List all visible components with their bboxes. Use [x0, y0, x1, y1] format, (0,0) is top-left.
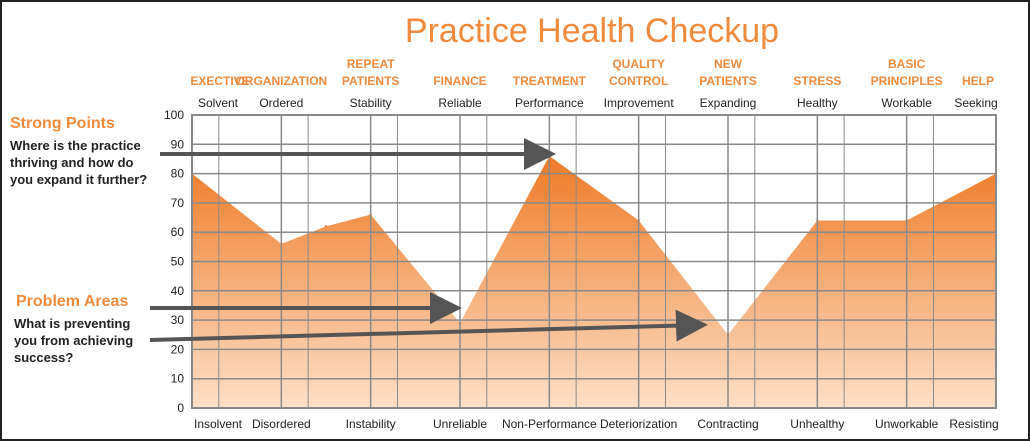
category-label: PATIENTS — [342, 74, 400, 88]
top-descriptor: Stability — [350, 96, 392, 110]
top-descriptor: Solvent — [198, 96, 239, 110]
top-descriptor: Reliable — [438, 96, 482, 110]
y-tick-label: 20 — [171, 342, 185, 356]
data-point — [324, 225, 328, 228]
problem-areas-text: What is preventing — [14, 316, 130, 331]
category-label: ORGANIZATION — [235, 74, 327, 88]
category-label: REPEAT — [347, 57, 395, 71]
plot-border — [191, 114, 997, 409]
category-label: PATIENTS — [699, 74, 757, 88]
category-label: CONTROL — [609, 74, 668, 88]
problem-areas-text: success? — [14, 350, 73, 365]
bottom-descriptor: Unhealthy — [790, 417, 844, 431]
category-label: EXECTIVE — [190, 74, 249, 88]
y-tick-label: 50 — [171, 255, 185, 269]
y-tick-label: 70 — [171, 196, 185, 210]
category-label: FINANCE — [433, 74, 486, 88]
bottom-descriptor: Disordered — [252, 417, 311, 431]
strong-points-text: Where is the practice — [10, 138, 141, 153]
top-descriptor: Seeking — [954, 96, 997, 110]
y-tick-label: 0 — [177, 401, 184, 415]
bottom-descriptor: Unreliable — [433, 417, 487, 431]
y-tick-label: 40 — [171, 284, 185, 298]
strong-points-text: thriving and how do — [10, 155, 134, 170]
arrow-problem-newpatients — [149, 309, 708, 342]
strong-points-title: Strong Points — [10, 115, 115, 132]
y-tick-label: 90 — [171, 137, 185, 151]
y-tick-label: 30 — [171, 313, 185, 327]
y-tick-label: 60 — [171, 225, 185, 239]
top-descriptor: Ordered — [259, 96, 303, 110]
category-label: BASIC — [888, 57, 926, 71]
category-label: STRESS — [793, 74, 841, 88]
bottom-descriptor: Non-Performance — [502, 417, 597, 431]
strong-points-text: you expand it further? — [10, 172, 147, 187]
bottom-descriptor: Contracting — [697, 417, 758, 431]
chart-title: Practice Health Checkup — [405, 12, 779, 50]
y-tick-label: 10 — [171, 372, 185, 386]
category-label: QUALITY — [612, 57, 665, 71]
bottom-descriptor: Deteriorization — [600, 417, 677, 431]
bottom-descriptor: Instability — [346, 417, 396, 431]
y-tick-label: 100 — [164, 108, 184, 122]
bottom-descriptor: Resisting — [949, 417, 998, 431]
problem-areas-text: you from achieving — [14, 333, 133, 348]
category-label: NEW — [714, 57, 743, 71]
top-descriptor: Performance — [515, 96, 584, 110]
category-label: PRINCIPLES — [871, 74, 943, 88]
top-descriptor: Healthy — [797, 96, 838, 110]
area-series — [192, 156, 996, 408]
y-tick-label: 80 — [171, 167, 185, 181]
problem-areas-title: Problem Areas — [16, 293, 128, 310]
bottom-descriptor: Unworkable — [875, 417, 939, 431]
bottom-descriptor: Insolvent — [194, 417, 243, 431]
top-descriptor: Expanding — [700, 96, 757, 110]
category-label: HELP — [962, 74, 994, 88]
top-descriptor: Improvement — [604, 96, 675, 110]
category-label: TREATMENT — [513, 74, 587, 88]
top-descriptor: Workable — [881, 96, 932, 110]
